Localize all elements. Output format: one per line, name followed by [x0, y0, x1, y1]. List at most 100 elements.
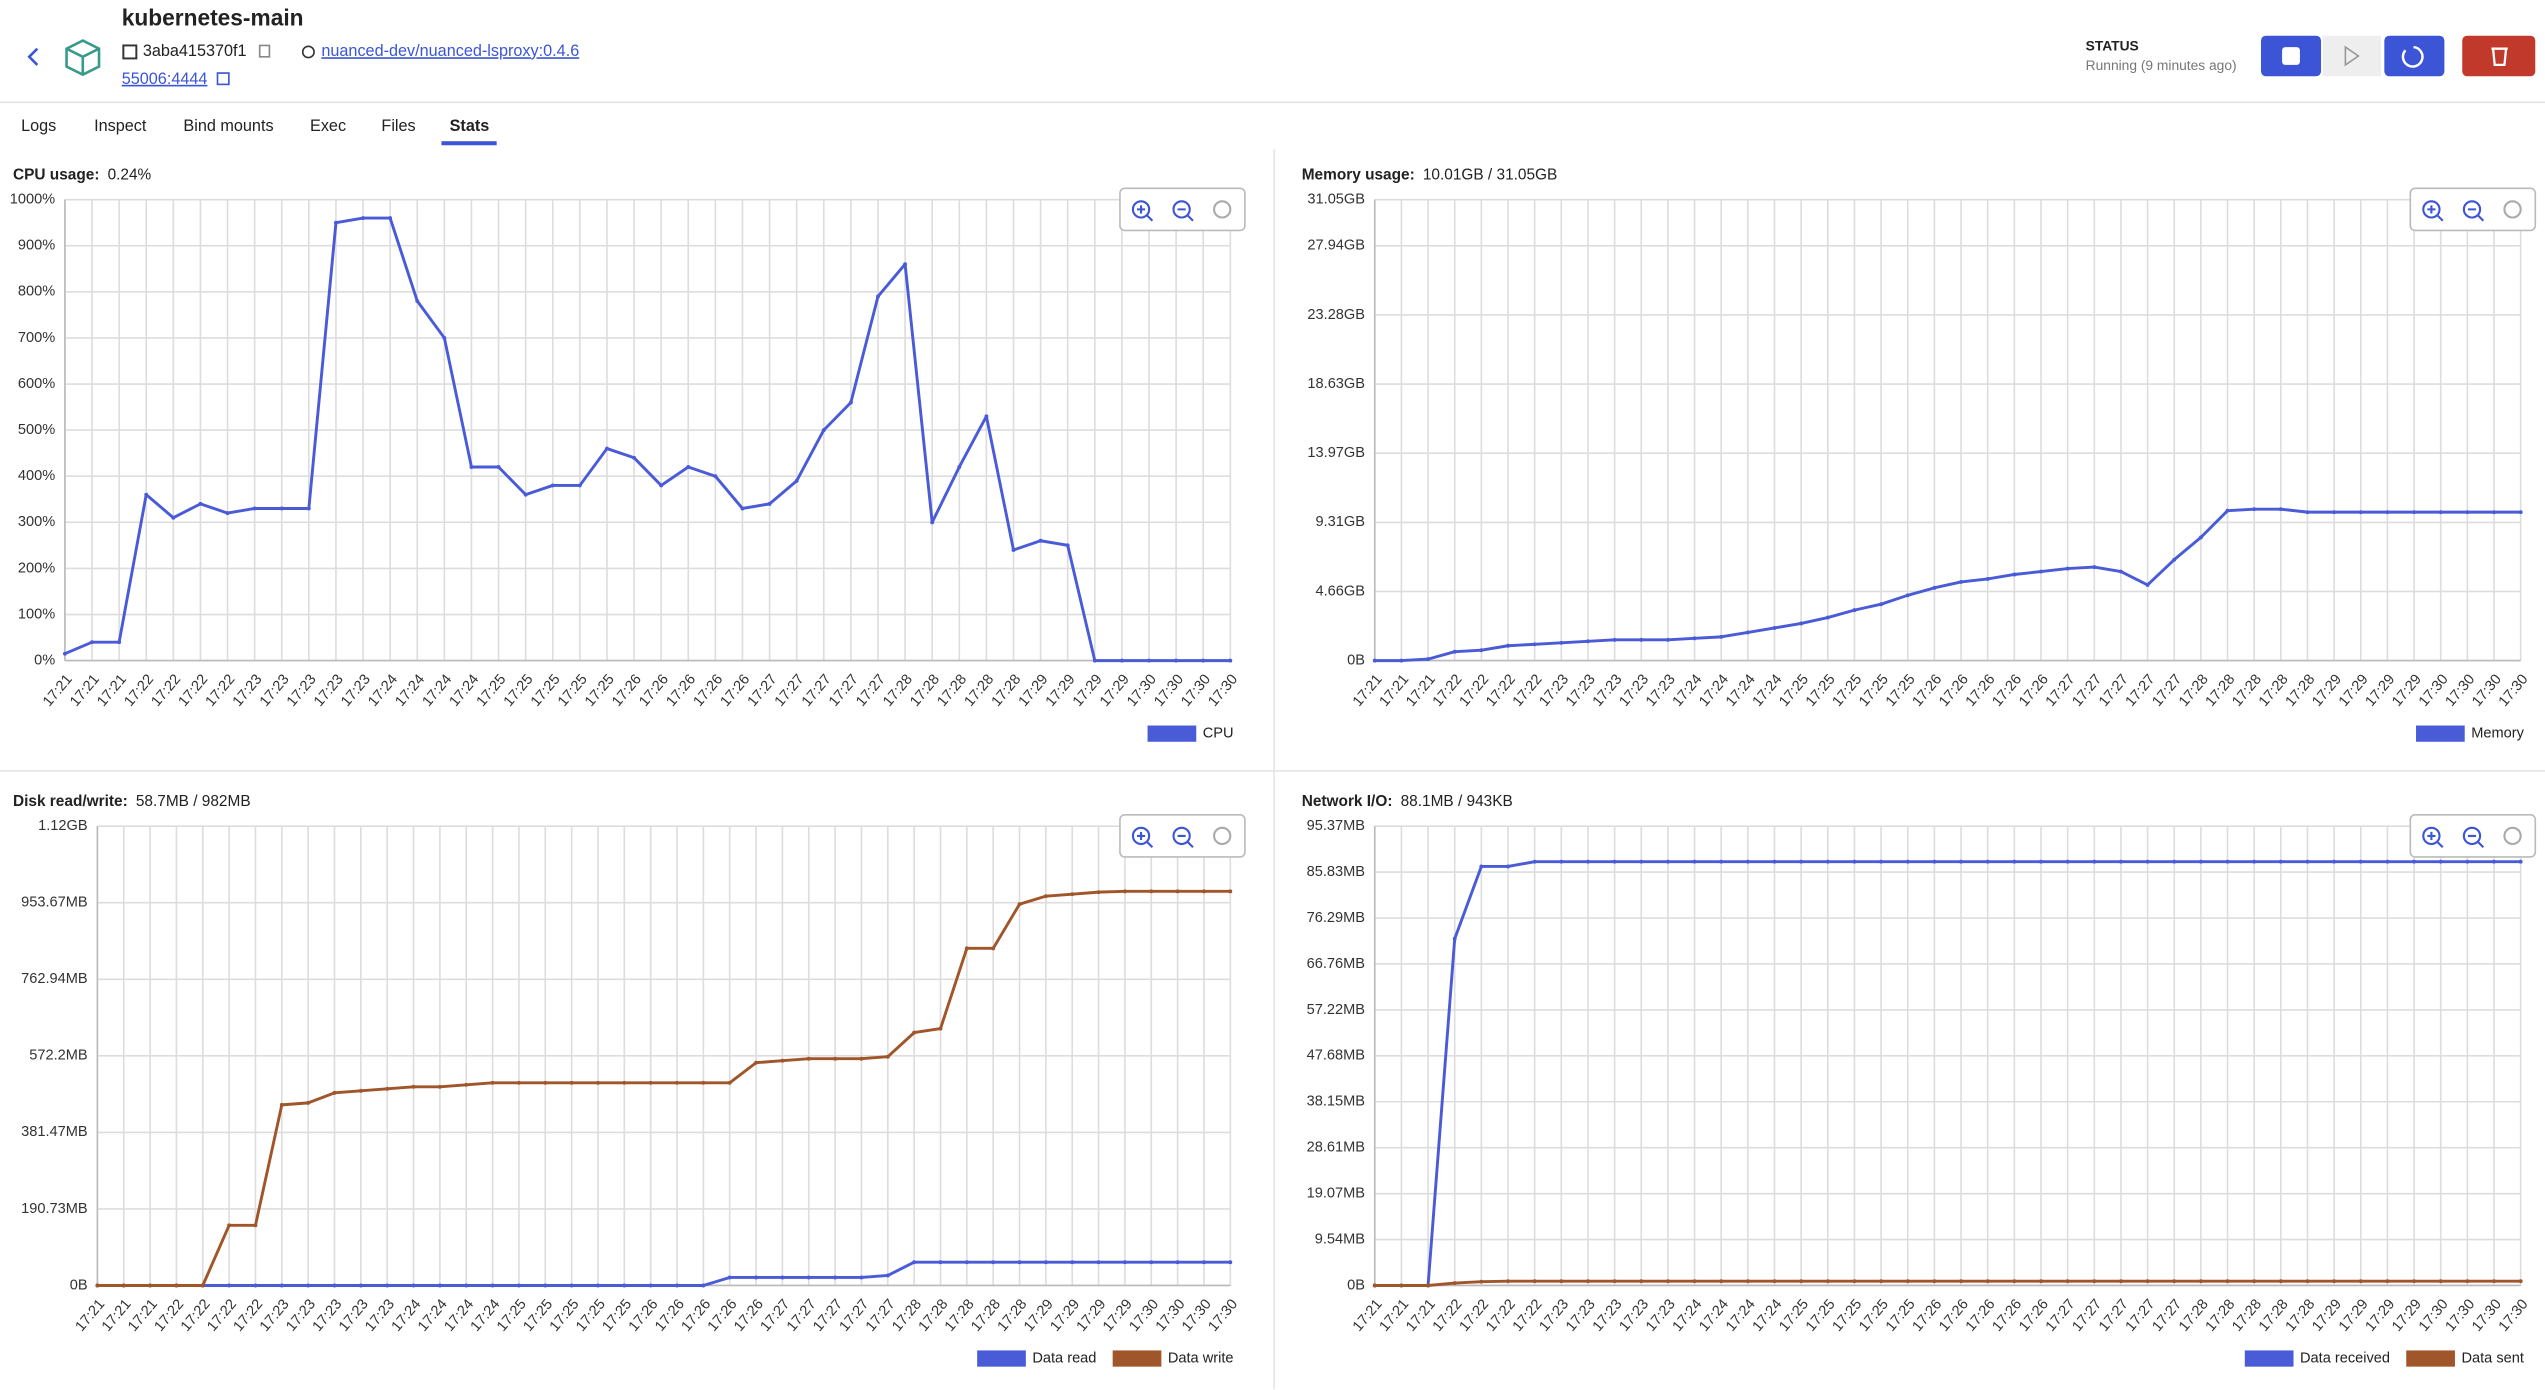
delete-button[interactable] [2462, 35, 2536, 77]
data-point [1372, 1283, 1377, 1288]
data-point [957, 465, 962, 469]
data-point [1559, 859, 1564, 864]
zoom-out-button[interactable] [1172, 200, 1191, 219]
data-point [174, 1283, 179, 1288]
data-point [1719, 634, 1724, 639]
tab[interactable]: Logs [21, 117, 56, 135]
x-tick-label: 17:26 [1910, 672, 1946, 710]
x-tick-label: 17:27 [772, 672, 808, 710]
reset-zoom-button[interactable] [2503, 200, 2522, 219]
reset-zoom-button[interactable] [2503, 826, 2522, 846]
start-button[interactable] [2322, 35, 2382, 77]
x-tick-label: 17:22 [1483, 672, 1519, 710]
zoom-out-button[interactable] [1172, 826, 1191, 846]
x-tick-label: 17:30 [2469, 1296, 2505, 1334]
port-link[interactable]: 55006:4444 [122, 70, 208, 88]
data-point [930, 520, 935, 525]
data-point [2252, 1279, 2257, 1284]
data-point [2012, 859, 2017, 864]
data-point [523, 492, 528, 497]
zoom-in-button[interactable] [1131, 200, 1151, 219]
play-icon [2344, 45, 2360, 67]
data-point [622, 1283, 627, 1288]
tab[interactable]: Inspect [94, 117, 147, 135]
x-tick-label: 17:22 [231, 1296, 267, 1334]
y-tick-label: 18.63GB [1307, 376, 1365, 392]
zoom-in-button[interactable] [2422, 200, 2441, 219]
data-point [1665, 637, 1670, 642]
data-point [605, 446, 609, 451]
data-point [1175, 1260, 1180, 1265]
data-point [279, 1102, 284, 1107]
y-tick-label: 9.31GB [1316, 514, 1365, 530]
x-tick-label: 17:25 [1803, 672, 1839, 710]
data-point [198, 501, 203, 506]
active-tab-indicator [441, 141, 497, 146]
y-tick-label: 762.94MB [21, 971, 88, 987]
data-point [767, 501, 772, 506]
x-tick-label: 17:28 [880, 672, 916, 710]
data-point [2225, 508, 2230, 513]
data-point [912, 1260, 917, 1265]
tab[interactable]: Bind mounts [183, 117, 273, 135]
data-point [1612, 1279, 1617, 1284]
copy-button[interactable] [258, 44, 271, 58]
data-point [2092, 565, 2097, 570]
x-tick-label: 17:24 [365, 672, 401, 710]
data-point [806, 1275, 811, 1280]
data-point [2332, 510, 2337, 515]
zoom-icon [2427, 205, 2444, 222]
x-tick-label: 17:26 [1910, 1296, 1946, 1334]
y-tick-label: 0B [70, 1277, 88, 1293]
zoom-out-button[interactable] [2462, 826, 2482, 846]
data-point [1985, 859, 1990, 864]
restart-button[interactable] [2384, 35, 2445, 77]
data-point [2252, 859, 2257, 864]
data-point [2465, 859, 2470, 864]
chart-value: 58.7MB / 982MB [136, 793, 251, 810]
x-tick-label: 17:25 [1856, 1296, 1892, 1334]
container-icon [65, 39, 101, 77]
data-point [1825, 615, 1830, 620]
tab[interactable]: Files [381, 117, 415, 135]
x-tick-label: 17:24 [1696, 1296, 1732, 1334]
x-tick-label: 17:26 [2016, 1296, 2052, 1334]
data-point [2065, 1279, 2070, 1284]
x-tick-label: 17:28 [942, 1296, 978, 1334]
data-point [2305, 510, 2310, 515]
tab[interactable]: Exec [310, 117, 346, 135]
data-point [411, 1283, 416, 1288]
y-tick-label: 800% [18, 284, 55, 300]
x-tick-label: 17:25 [1776, 672, 1812, 710]
reset-zoom-button[interactable] [1213, 826, 1232, 846]
data-point [577, 483, 582, 488]
data-point [794, 478, 799, 483]
data-point [885, 1054, 890, 1059]
x-tick-label: 17:24 [441, 1296, 477, 1334]
y-tick-label: 27.94GB [1307, 238, 1365, 254]
data-point [754, 1060, 759, 1065]
data-point [361, 216, 365, 221]
data-point [1096, 1260, 1101, 1265]
image-link[interactable]: nuanced-dev/nuanced-lsproxy:0.4.6 [321, 42, 579, 60]
data-point [1586, 1279, 1590, 1284]
legend-swatch [2416, 725, 2465, 742]
zoom-in-button[interactable] [1131, 826, 1151, 846]
x-tick-label: 17:27 [853, 672, 889, 710]
zoom-out-button[interactable] [2462, 200, 2482, 219]
zoom-icon [1136, 831, 1154, 849]
reset-zoom-button[interactable] [1213, 200, 1232, 219]
x-tick-label: 17:25 [1883, 672, 1919, 710]
x-tick-label: 17:29 [2363, 672, 2399, 710]
x-tick-label: 17:29 [1097, 672, 1133, 710]
tab[interactable]: Stats [450, 117, 490, 135]
back-button[interactable] [27, 47, 39, 66]
data-point [1038, 538, 1043, 543]
x-tick-label: 17:23 [283, 1296, 319, 1334]
data-point [2065, 566, 2070, 571]
data-point [2118, 859, 2123, 864]
series-line [1374, 507, 2521, 663]
zoom-in-button[interactable] [2422, 826, 2441, 846]
data-point [2225, 1279, 2230, 1284]
data-point [1070, 892, 1075, 897]
